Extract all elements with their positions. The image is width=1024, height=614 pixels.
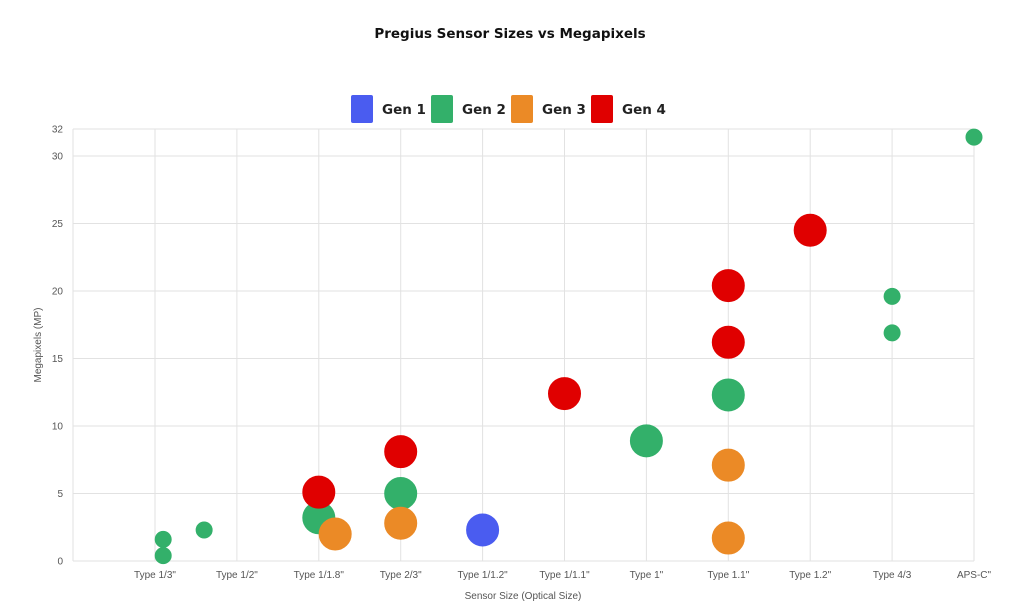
bubble-gen-2 — [965, 128, 983, 146]
bubble-gen-4 — [384, 435, 418, 469]
y-tick-label: 5 — [57, 489, 63, 500]
y-tick-label: 25 — [52, 219, 64, 230]
x-tick-label: APS-C" — [957, 570, 992, 581]
grid — [72, 128, 975, 562]
x-tick-label: Type 1/1.1" — [539, 570, 590, 581]
bubble-gen-4 — [548, 377, 581, 411]
y-tick-label: 0 — [57, 557, 63, 568]
bubble-gen-2 — [154, 547, 172, 565]
bubble-gen-4 — [711, 269, 745, 303]
bubble-gen-2 — [195, 521, 213, 539]
bubble-gen-1 — [466, 513, 500, 547]
legend-item[interactable]: Gen 2 — [431, 95, 506, 123]
bubble-gen-4 — [793, 213, 827, 247]
bubble-gen-2 — [384, 477, 418, 510]
bubble-gen-2 — [883, 324, 901, 342]
x-tick-label: Type 2/3" — [380, 570, 422, 581]
legend-item[interactable]: Gen 4 — [591, 95, 666, 123]
legend: Gen 1 Gen 2 Gen 3 Gen 4 — [351, 95, 666, 123]
bubble-gen-3 — [318, 517, 352, 551]
bubble-gen-2 — [154, 530, 172, 548]
x-tick-label: Type 1/2" — [216, 570, 258, 581]
legend-swatch — [511, 95, 533, 123]
bubble-gen-3 — [384, 506, 418, 540]
x-tick-label: Type 1/1.2" — [457, 570, 508, 581]
y-tick-label: 32 — [52, 125, 64, 136]
legend-swatch — [351, 95, 373, 123]
legend-label: Gen 2 — [462, 102, 506, 118]
x-tick-label: Type 1.1" — [707, 570, 749, 581]
legend-label: Gen 4 — [622, 102, 666, 118]
x-tick-label: Type 1/3" — [134, 570, 176, 581]
x-axis-ticks: Type 1/3" Type 1/2" Type 1/1.8" Type 2/3" Ty… — [134, 570, 991, 581]
bubble-gen-3 — [711, 448, 745, 482]
y-tick-label: 10 — [52, 422, 64, 433]
legend-swatch — [431, 95, 453, 123]
bubble-gen-4 — [302, 475, 336, 509]
x-tick-label: Type 1.2" — [789, 570, 831, 581]
y-axis-ticks: 0 5 10 15 20 25 30 32 — [52, 125, 64, 568]
y-axis-label: Megapixels (MP) — [33, 307, 44, 382]
data-points — [154, 128, 983, 565]
legend-label: Gen 1 — [382, 102, 426, 118]
x-axis-label: Sensor Size (Optical Size) — [465, 591, 582, 602]
legend-item[interactable]: Gen 1 — [351, 95, 426, 123]
y-tick-label: 30 — [52, 152, 64, 163]
legend-swatch — [591, 95, 613, 123]
bubble-gen-3 — [711, 521, 745, 555]
bubble-gen-2 — [629, 424, 663, 458]
y-tick-label: 20 — [52, 287, 64, 298]
bubble-gen-2 — [883, 287, 901, 305]
chart-title: Pregius Sensor Sizes vs Megapixels — [374, 26, 645, 42]
x-tick-label: Type 1" — [630, 570, 664, 581]
bubble-gen-2 — [711, 378, 745, 412]
bubble-gen-4 — [711, 325, 745, 359]
x-tick-label: Type 4/3 — [873, 570, 912, 581]
legend-label: Gen 3 — [542, 102, 586, 118]
legend-item[interactable]: Gen 3 — [511, 95, 586, 123]
y-tick-label: 15 — [52, 354, 64, 365]
x-tick-label: Type 1/1.8" — [294, 570, 345, 581]
